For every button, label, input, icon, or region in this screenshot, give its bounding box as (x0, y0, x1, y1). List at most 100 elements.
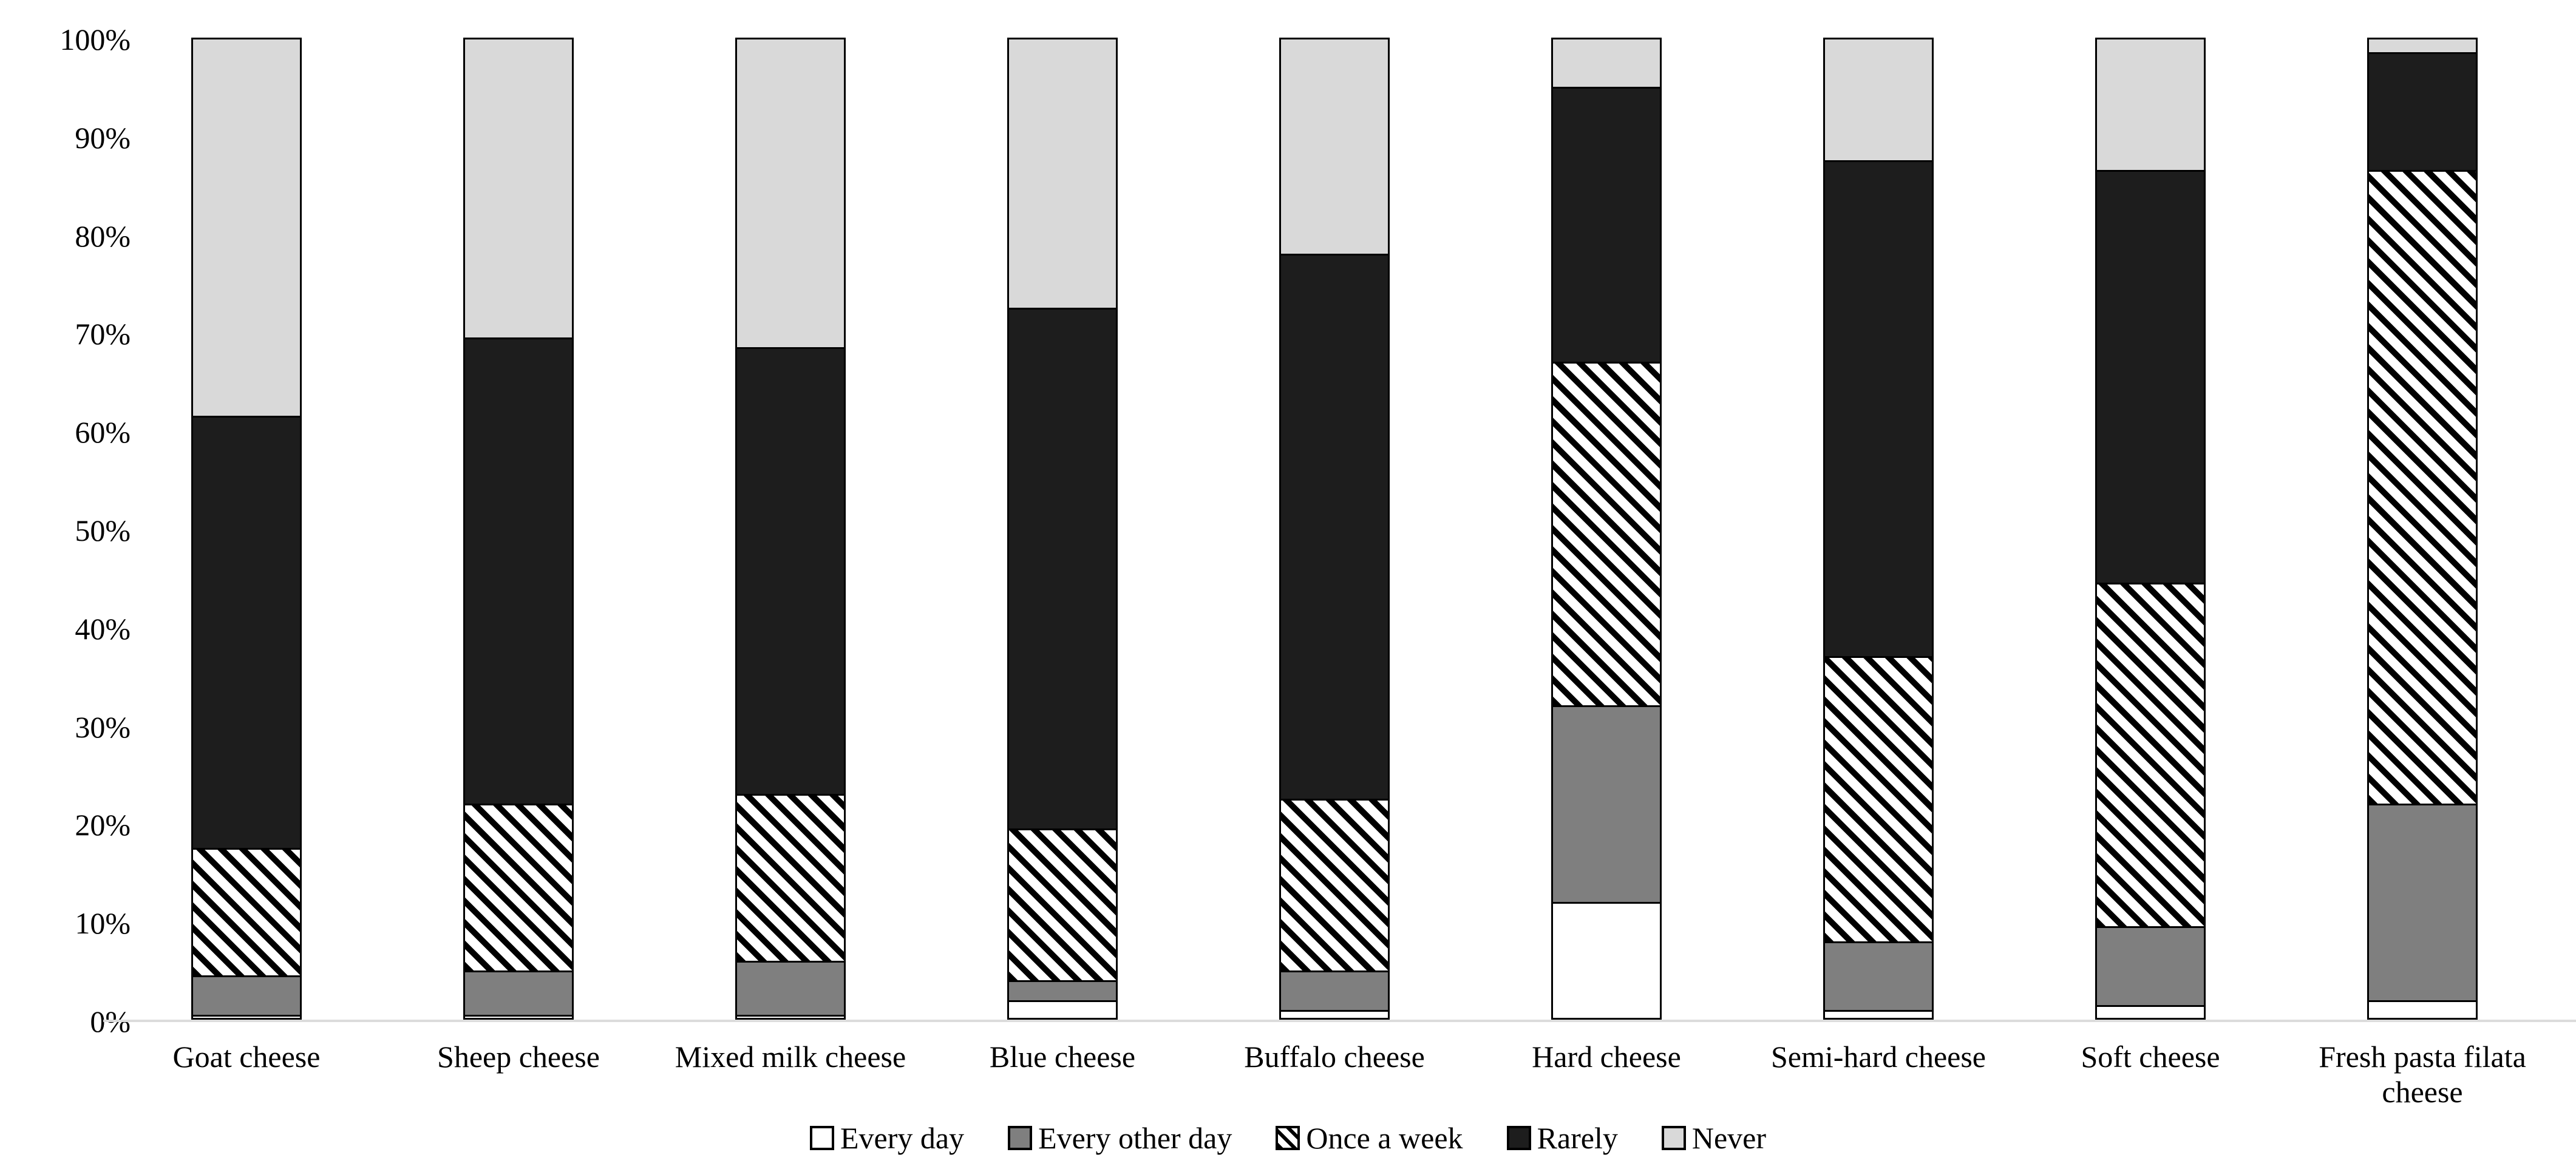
bar-segment-once-a-week (735, 793, 846, 961)
bar-slot (1742, 38, 2014, 1020)
y-tick-label: 90% (75, 120, 131, 155)
bar-segment-never (463, 38, 574, 337)
category-label: Semi-hard cheese (1770, 1040, 1986, 1074)
plot-area (110, 0, 2558, 1021)
legend: Every day Every other day Once a week Rarel… (0, 1122, 2576, 1154)
bar-slot (926, 38, 1198, 1020)
legend-label: Once a week (1306, 1121, 1463, 1155)
bar-segment-once-a-week (2367, 170, 2478, 804)
legend-item-every-day: Every day (809, 1121, 965, 1155)
legend-item-rarely: Rarely (1506, 1121, 1618, 1155)
legend-swatch-icon (1506, 1126, 1531, 1150)
bar-segment-never (735, 38, 846, 347)
bar-segment-rarely (1551, 86, 1662, 362)
bar-segment-every-day (463, 1014, 574, 1020)
bar-segment-rarely (1823, 160, 1934, 657)
bar-segment-rarely (1279, 253, 1390, 799)
bar-segment-never (1823, 38, 1934, 161)
bar-slot (1198, 38, 1470, 1020)
bar-segment-every-day (2095, 1004, 2206, 1020)
bar-segment-rarely (735, 347, 846, 794)
bar-segment-every-other-day (1279, 970, 1390, 1010)
category-label: Blue cheese (989, 1040, 1136, 1074)
bar-segment-once-a-week (1007, 828, 1118, 981)
category-label: Hard cheese (1532, 1040, 1681, 1074)
bar-segment-every-day (1279, 1009, 1390, 1020)
stacked-bar-soft-cheese (2095, 38, 2206, 1020)
bar-segment-once-a-week (463, 804, 574, 971)
bar-slot (382, 38, 654, 1020)
bar-segment-every-other-day (463, 970, 574, 1015)
legend-swatch-icon (1008, 1126, 1033, 1150)
y-tick-label: 80% (75, 218, 131, 253)
stacked-bar-goat-cheese (191, 38, 302, 1020)
category-label: Buffalo cheese (1244, 1040, 1425, 1074)
bar-slot (110, 38, 382, 1020)
category-label: Sheep cheese (437, 1040, 600, 1074)
bar-slot (654, 38, 926, 1020)
bar-segment-rarely (463, 337, 574, 804)
legend-label: Never (1691, 1121, 1766, 1155)
category-label: Soft cheese (2081, 1040, 2220, 1074)
stacked-bar-blue-cheese (1007, 38, 1118, 1020)
bar-segment-once-a-week (2095, 583, 2206, 927)
bar-slot (2286, 38, 2558, 1020)
stacked-bar-fresh-pasta-filata-cheese (2367, 38, 2478, 1020)
bar-segment-every-day (735, 1014, 846, 1020)
bar-segment-once-a-week (1823, 656, 1934, 941)
y-tick-label: 50% (75, 513, 131, 547)
bar-slot (1470, 38, 1742, 1020)
category-label: Fresh pasta filata cheese (2319, 1040, 2526, 1109)
y-tick-label: 40% (75, 611, 131, 646)
y-tick-label: 100% (59, 22, 131, 56)
bar-segment-every-other-day (735, 960, 846, 1015)
bar-segment-once-a-week (191, 847, 302, 976)
stacked-bar-sheep-cheese (463, 38, 574, 1020)
legend-swatch-icon (809, 1126, 834, 1150)
legend-item-once-a-week: Once a week (1276, 1122, 1463, 1154)
bar-segment-once-a-week (1551, 361, 1662, 706)
category-label: Goat cheese (172, 1040, 321, 1074)
y-tick-label: 10% (75, 906, 131, 941)
bar-segment-never (1551, 38, 1662, 87)
bar-segment-every-day (1823, 1009, 1934, 1020)
legend-item-every-other-day: Every other day (1008, 1122, 1232, 1154)
bar-segment-every-other-day (1823, 941, 1934, 1010)
stacked-bar-buffalo-cheese (1279, 38, 1390, 1020)
category-label: Mixed milk cheese (675, 1040, 906, 1074)
stacked-bar-mixed-milk-cheese (735, 38, 846, 1020)
y-tick-label: 30% (75, 710, 131, 744)
stacked-bar-hard-cheese (1551, 38, 1662, 1020)
bar-segment-every-other-day (2095, 926, 2206, 1005)
bar-segment-every-day (2367, 1000, 2478, 1020)
y-tick-label: 70% (75, 317, 131, 351)
bar-segment-every-other-day (191, 975, 302, 1015)
bar-segment-every-day (191, 1014, 302, 1020)
bar-segment-every-other-day (1551, 705, 1662, 902)
bar-slot (2014, 38, 2286, 1020)
stacked-bar-semi-hard-cheese (1823, 38, 1934, 1020)
x-axis-baseline (103, 1020, 2576, 1022)
bar-segment-rarely (1007, 307, 1118, 828)
legend-swatch-icon (1661, 1126, 1686, 1150)
y-tick-label: 20% (75, 808, 131, 842)
legend-item-never: Never (1661, 1121, 1766, 1155)
bar-segment-never (191, 38, 302, 416)
bar-segment-every-day (1551, 901, 1662, 1020)
bar-segment-rarely (2367, 52, 2478, 171)
bar-segment-rarely (191, 415, 302, 848)
bar-segment-every-other-day (1007, 980, 1118, 1000)
y-tick-label: 60% (75, 415, 131, 450)
legend-label: Rarely (1537, 1121, 1618, 1155)
legend-swatch-icon (1276, 1126, 1300, 1150)
bar-segment-never (2367, 38, 2478, 53)
legend-label: Every day (840, 1121, 965, 1155)
bar-segment-rarely (2095, 170, 2206, 583)
bar-segment-every-day (1007, 1000, 1118, 1020)
bar-segment-never (1007, 38, 1118, 308)
bar-segment-every-other-day (2367, 804, 2478, 1000)
bar-segment-never (2095, 38, 2206, 171)
legend-label: Every other day (1038, 1121, 1232, 1155)
bar-segment-never (1279, 38, 1390, 254)
